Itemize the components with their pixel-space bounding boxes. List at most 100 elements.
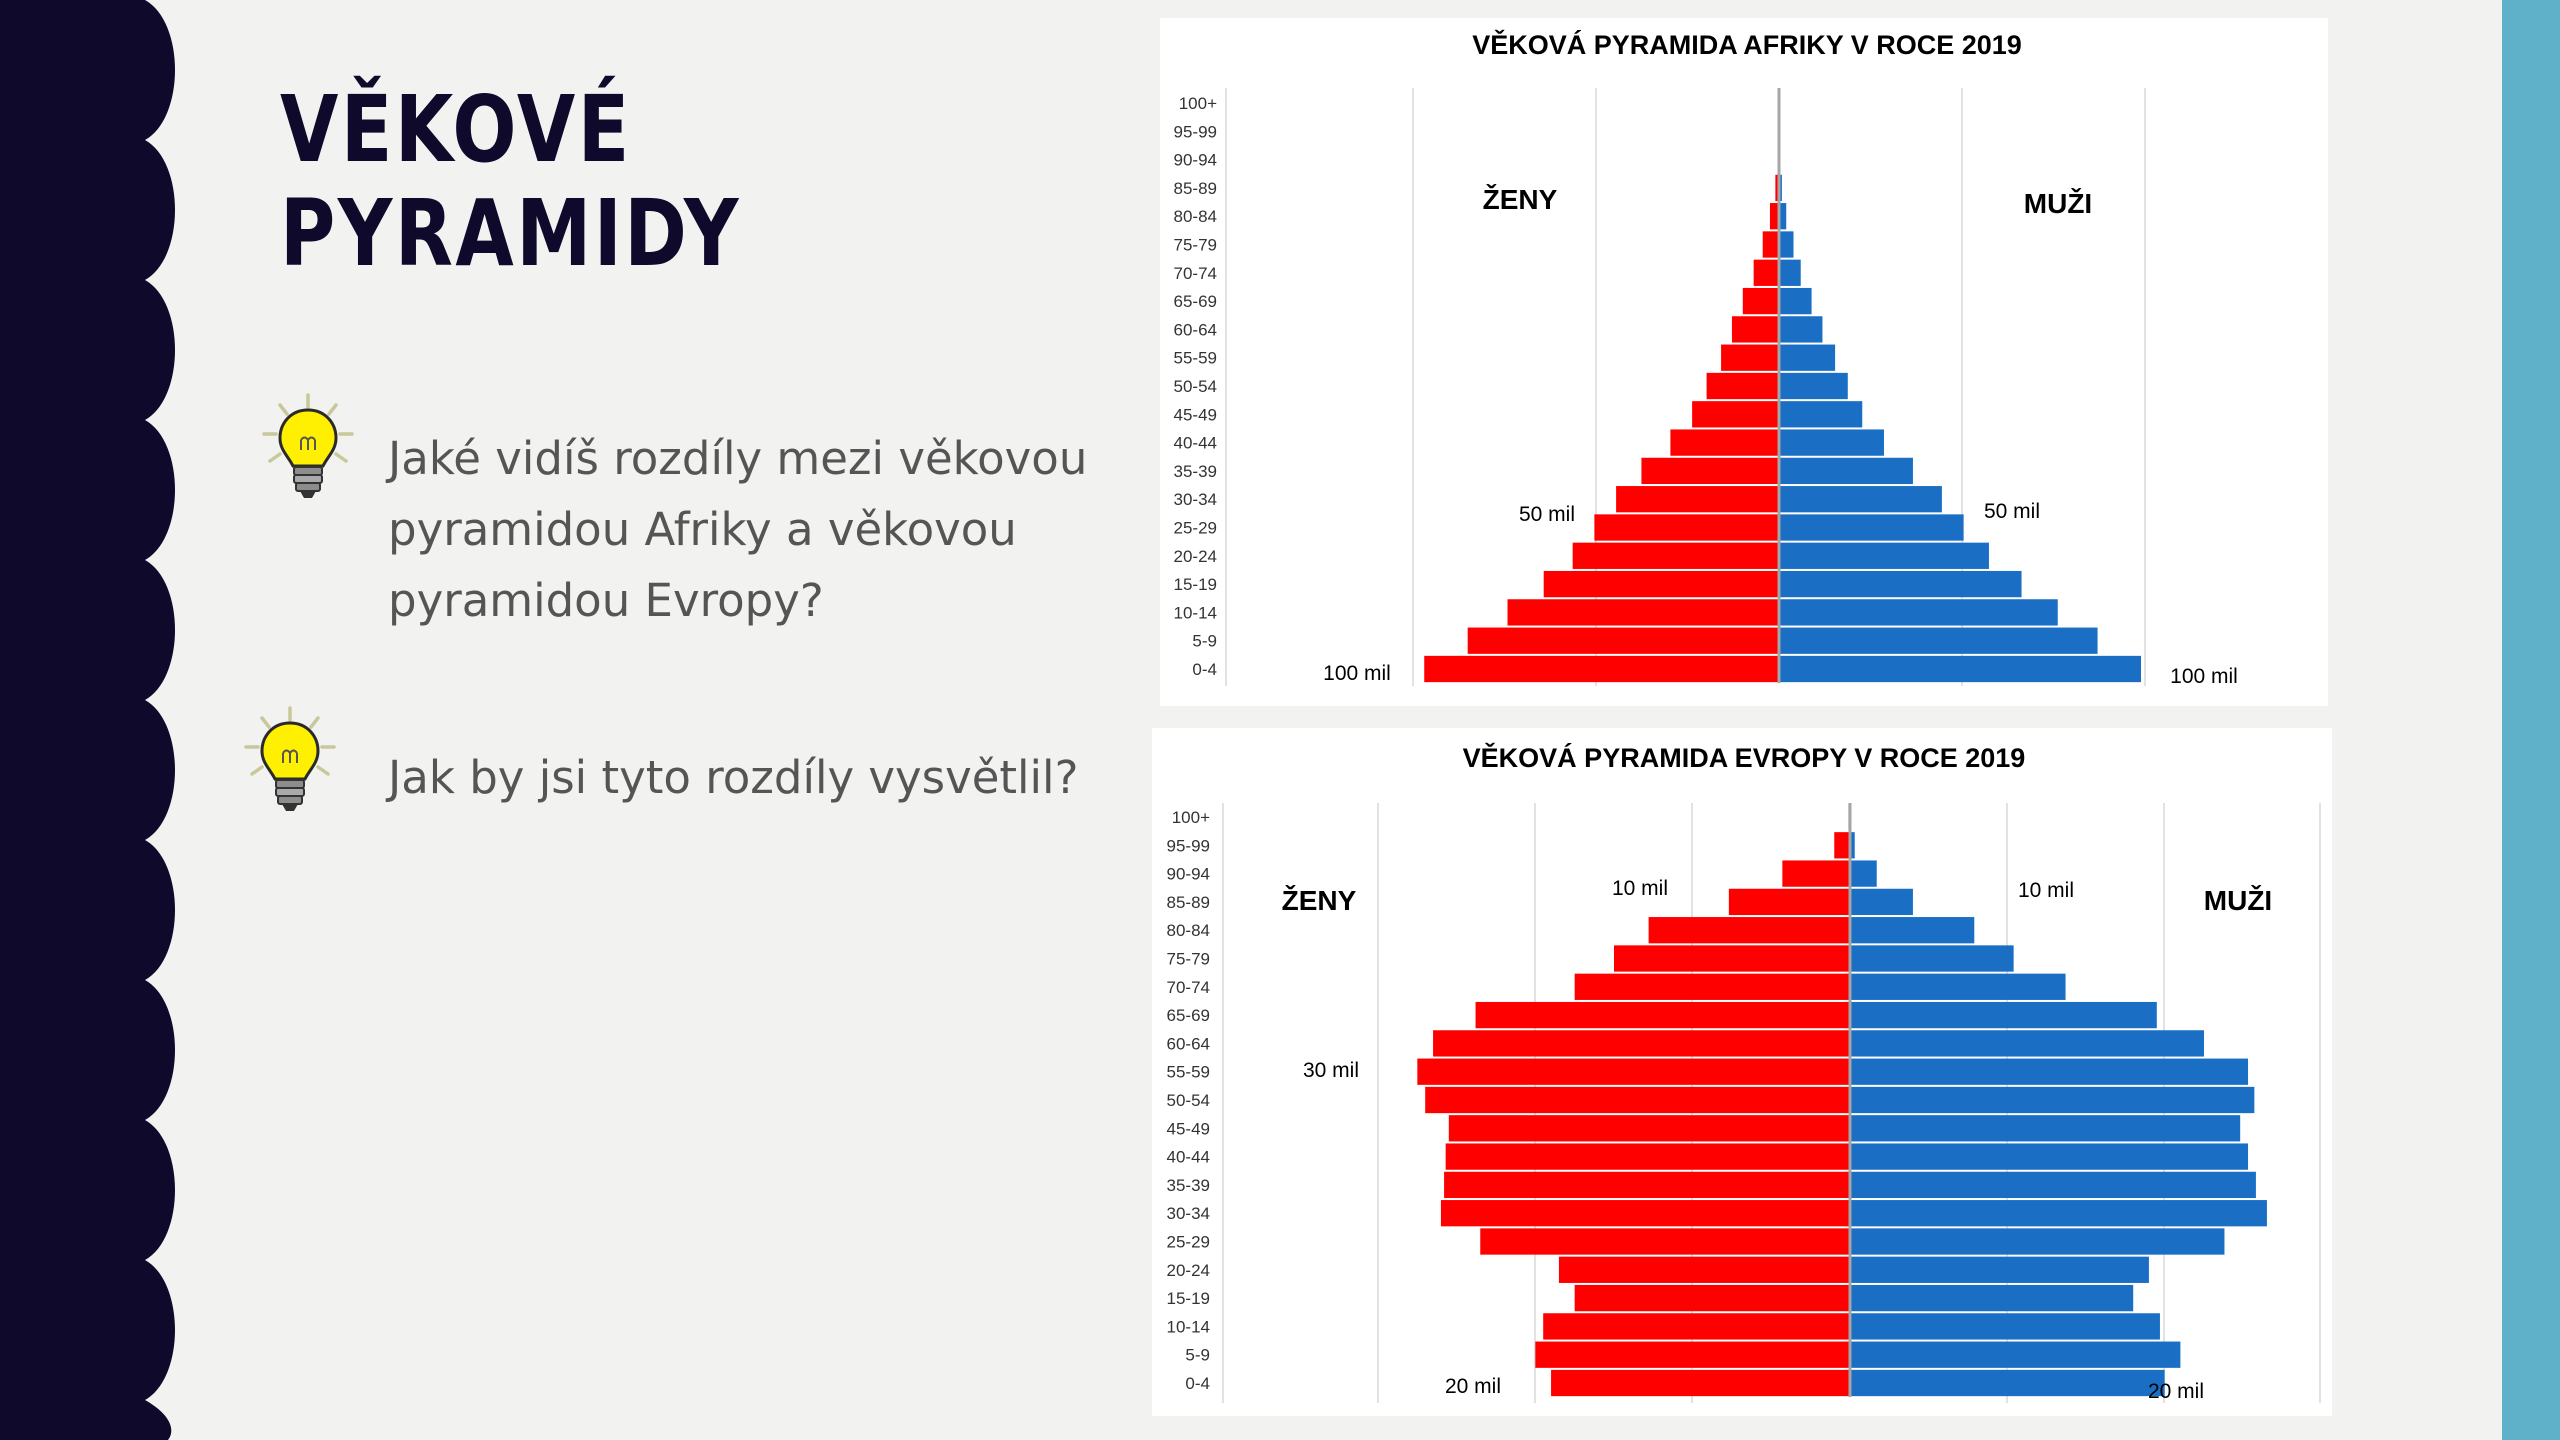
africa-male-bar: [1779, 316, 1823, 343]
europe-male-bar: [1850, 1171, 2256, 1199]
europe-age-tick: 20-24: [1167, 1261, 1210, 1280]
africa-female-bar: [1706, 372, 1779, 400]
europe-value-annotation: 20 mil: [2148, 1380, 2204, 1403]
europe-male-bar: [1850, 945, 2014, 972]
europe-male-bar: [1850, 1200, 2267, 1227]
africa-male-bar: [1779, 457, 1913, 485]
africa-female-bar: [1721, 344, 1779, 371]
europe-female-bar: [1445, 1143, 1850, 1170]
africa-male-bar: [1779, 372, 1848, 400]
africa-value-annotation: 50 mil: [1519, 503, 1575, 526]
africa-age-tick: 45-49: [1174, 405, 1217, 424]
africa-age-tick: 75-79: [1174, 236, 1217, 255]
europe-male-label: MUŽI: [2204, 885, 2272, 916]
africa-male-label: MUŽI: [2024, 188, 2092, 219]
africa-female-bar: [1742, 287, 1779, 315]
africa-age-tick: 40-44: [1174, 434, 1217, 453]
africa-male-bar: [1779, 655, 2141, 683]
europe-age-tick: 60-64: [1167, 1034, 1210, 1053]
africa-female-bar: [1753, 259, 1779, 286]
europe-female-bar: [1448, 1115, 1850, 1142]
europe-female-bar: [1782, 860, 1850, 887]
title-line-1: VĚKOVÉ: [280, 76, 632, 183]
question-1: Jaké vidíš rozdíly mezi věkovou pyramido…: [388, 423, 1087, 636]
africa-age-tick: 10-14: [1174, 603, 1217, 622]
africa-female-bar: [1507, 599, 1779, 626]
africa-age-tick: 80-84: [1174, 207, 1217, 226]
europe-male-bar: [1850, 1256, 2149, 1283]
question-1-line-2: pyramidou Afriky a věkovou: [388, 503, 1017, 556]
europe-male-bar: [1850, 1143, 2249, 1170]
europe-female-bar: [1417, 1058, 1850, 1085]
africa-male-bar: [1779, 203, 1787, 230]
europe-male-bar: [1850, 1058, 2249, 1085]
africa-male-bar: [1779, 599, 2058, 626]
europe-male-bar: [1850, 1369, 2165, 1397]
europe-female-bar: [1728, 888, 1850, 916]
question-2: Jak by jsi tyto rozdíly vysvětlil?: [388, 742, 1078, 813]
africa-value-annotation: 100 mil: [1323, 662, 1391, 685]
europe-female-bar: [1425, 1086, 1850, 1114]
europe-age-tick: 40-44: [1167, 1148, 1210, 1167]
europe-female-bar: [1433, 1030, 1850, 1057]
africa-male-bar: [1779, 627, 2098, 654]
africa-age-tick: 0-4: [1192, 660, 1217, 679]
europe-value-annotation: 10 mil: [2018, 879, 2074, 902]
africa-value-annotation: 50 mil: [1984, 500, 2040, 523]
africa-female-bar: [1731, 316, 1779, 343]
europe-age-tick: 35-39: [1167, 1176, 1210, 1195]
africa-age-tick: 70-74: [1174, 264, 1217, 283]
africa-pyramid-chart: VĚKOVÁ PYRAMIDA AFRIKY V ROCE 2019 0-4 5-9…: [1174, 29, 2238, 688]
africa-male-bar: [1779, 429, 1884, 456]
africa-female-label: ŽENY: [1483, 184, 1558, 215]
europe-female-bar: [1574, 973, 1850, 1000]
europe-value-annotation: 20 mil: [1445, 1375, 1501, 1398]
africa-male-bar: [1779, 401, 1863, 428]
europe-female-label: ŽENY: [1282, 885, 1357, 916]
africa-age-tick: 25-29: [1174, 519, 1217, 538]
question-1-line-1: Jaké vidíš rozdíly mezi věkovou: [388, 432, 1088, 485]
africa-female-bar: [1670, 429, 1779, 456]
europe-female-bar: [1574, 1284, 1850, 1312]
africa-male-bar: [1779, 570, 2022, 598]
africa-value-annotation: 100 mil: [2170, 665, 2238, 688]
africa-pyramid-panel: VĚKOVÁ PYRAMIDA AFRIKY V ROCE 2019 0-4 5-9…: [1160, 18, 2328, 706]
europe-female-bar: [1648, 917, 1850, 944]
africa-female-bar: [1762, 231, 1779, 258]
africa-age-tick: 20-24: [1174, 547, 1217, 566]
europe-male-bar: [1850, 973, 2066, 1000]
europe-female-bar: [1551, 1369, 1850, 1397]
africa-female-bar: [1692, 401, 1779, 428]
europe-male-bar: [1850, 1228, 2225, 1255]
europe-male-bar: [1850, 1001, 2157, 1029]
africa-female-bar: [1424, 655, 1779, 683]
wavy-sidebar: [0, 0, 175, 1440]
europe-male-bar: [1850, 1115, 2241, 1142]
europe-age-tick: 45-49: [1167, 1119, 1210, 1138]
europe-age-tick: 55-59: [1167, 1063, 1210, 1082]
europe-value-annotation: 10 mil: [1612, 877, 1668, 900]
africa-age-tick: 100+: [1179, 94, 1217, 113]
africa-age-tick: 60-64: [1174, 320, 1217, 339]
europe-male-bar: [1850, 888, 1913, 916]
africa-age-tick: 65-69: [1174, 292, 1217, 311]
europe-male-bar: [1850, 860, 1877, 887]
africa-female-bar: [1775, 174, 1779, 202]
africa-age-tick: 30-34: [1174, 490, 1217, 509]
africa-male-bar: [1779, 231, 1794, 258]
africa-female-bar: [1616, 486, 1779, 513]
europe-female-bar: [1444, 1171, 1850, 1199]
europe-male-bar: [1850, 1030, 2204, 1057]
europe-pyramid-chart: VĚKOVÁ PYRAMIDA EVROPY V ROCE 2019 0-4 5-9…: [1167, 742, 2321, 1403]
europe-pyramid-panel: VĚKOVÁ PYRAMIDA EVROPY V ROCE 2019 0-4 5-9…: [1152, 728, 2332, 1416]
europe-age-tick: 65-69: [1167, 1006, 1210, 1025]
africa-female-bar: [1641, 457, 1779, 485]
europe-age-tick: 10-14: [1167, 1317, 1210, 1336]
europe-female-bar: [1834, 832, 1850, 859]
africa-male-bar: [1779, 287, 1812, 315]
title-line-2: PYRAMIDY: [280, 180, 741, 287]
africa-female-bar: [1572, 542, 1779, 569]
europe-chart-title: VĚKOVÁ PYRAMIDA EVROPY V ROCE 2019: [1463, 742, 2026, 773]
europe-age-tick: 15-19: [1167, 1289, 1210, 1308]
africa-age-tick: 5-9: [1192, 632, 1217, 651]
